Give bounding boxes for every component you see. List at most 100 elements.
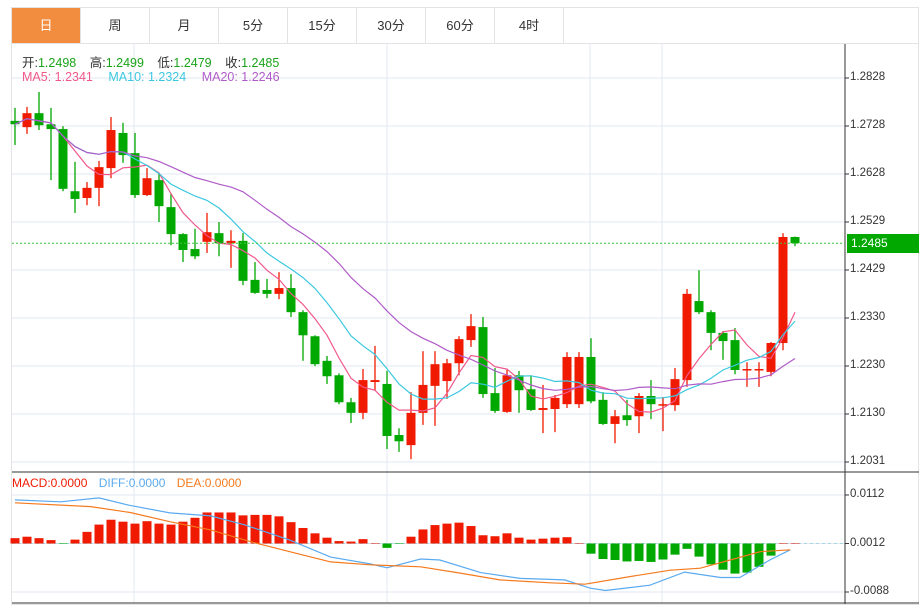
candle-up: [82, 187, 92, 198]
candle-down: [730, 340, 740, 370]
candle-down: [514, 375, 524, 391]
macd-bar: [382, 543, 392, 548]
price-tick-label: 1.2230: [850, 359, 886, 371]
price-tick-label: 1.2330: [850, 311, 886, 323]
candle-down: [718, 332, 728, 342]
price-tick-label: 1.2628: [850, 167, 886, 179]
macd-bar: [346, 541, 356, 544]
macd-bar: [130, 523, 140, 544]
open-value: 1.2498: [37, 56, 77, 70]
price-tick-label: 1.2031: [850, 455, 886, 467]
dea-line: [14, 502, 791, 585]
macd-bar: [670, 543, 680, 555]
macd-bar: [298, 527, 308, 544]
diff-line: [14, 497, 791, 592]
macd-bar: [46, 540, 56, 544]
candle-down: [526, 389, 536, 410]
macd-bar: [274, 516, 284, 544]
tab-5[interactable]: 30分: [357, 8, 426, 43]
macd-bar: [226, 512, 236, 544]
candle-down: [34, 113, 44, 126]
macd-bar: [490, 536, 500, 544]
tab-3[interactable]: 5分: [219, 8, 288, 43]
macd-bar: [370, 543, 380, 544]
candle-up: [94, 167, 104, 188]
close-label: 收:: [225, 56, 242, 70]
macd-bar: [406, 536, 416, 544]
tab-4[interactable]: 15分: [288, 8, 357, 43]
candle-down: [694, 301, 704, 313]
macd-bar: [70, 539, 80, 544]
ma20-value: MA20: 1.2246: [201, 70, 280, 84]
candle-down: [322, 360, 332, 377]
price-tick-label: 1.2728: [850, 119, 886, 131]
low-label: 低:: [157, 56, 174, 70]
ma20-line: [14, 118, 796, 392]
macd-bar: [238, 515, 248, 544]
candle-down: [646, 395, 656, 405]
candle-down: [130, 153, 140, 196]
candle-up: [658, 404, 668, 406]
candle-down: [118, 132, 128, 156]
low-value: 1.2479: [173, 56, 212, 70]
macd-bar: [790, 543, 800, 544]
macd-bar: [166, 524, 176, 544]
macd-bar: [286, 522, 296, 544]
tab-1[interactable]: 周: [81, 8, 150, 43]
candle-down: [346, 402, 356, 413]
candle-down: [262, 289, 272, 294]
macd-tick-label: 0.0112: [850, 488, 885, 500]
candle-up: [358, 380, 368, 413]
macd-bar: [454, 522, 464, 544]
candle-down: [214, 233, 224, 244]
macd-bar: [262, 514, 272, 544]
candle-down: [382, 383, 392, 436]
candle-up: [370, 380, 380, 383]
macd-bar: [694, 543, 704, 557]
macd-bar: [250, 514, 260, 544]
macd-bar: [142, 521, 152, 544]
macd-bar: [526, 539, 536, 544]
candle-up: [226, 240, 236, 244]
close-value: 1.2485: [241, 56, 280, 70]
high-label: 高:: [89, 56, 106, 70]
candle-down: [178, 234, 188, 251]
macd-bar: [766, 543, 776, 556]
macd-bar: [34, 538, 44, 544]
candle-down: [598, 399, 608, 424]
macd-bar: [646, 543, 656, 562]
candle-up: [22, 113, 32, 128]
tab-7[interactable]: 4时: [495, 8, 564, 43]
ma5-line: [14, 118, 796, 413]
tab-6[interactable]: 60分: [426, 8, 495, 43]
macd-bar: [154, 523, 164, 544]
macd-bar: [718, 543, 728, 570]
candle-up: [682, 293, 692, 381]
macd-bar: [22, 536, 32, 544]
macd-bar: [118, 521, 128, 544]
ma5-value: MA5: 1.2341: [22, 70, 93, 84]
macd-bar: [754, 543, 764, 567]
ma-legend: MA5: 1.2341 MA10: 1.2324 MA20: 1.2246: [22, 70, 284, 84]
candle-up: [742, 369, 752, 371]
candle-up: [274, 288, 284, 294]
tab-2[interactable]: 月: [150, 8, 219, 43]
ma10-value: MA10: 1.2324: [108, 70, 187, 84]
chart-frame: [11, 7, 919, 605]
candle-down: [238, 240, 248, 281]
macd-bar: [466, 526, 476, 544]
candle-up: [106, 130, 116, 169]
macd-bar: [586, 543, 596, 554]
ohlc-legend: 开:1.2498 高:1.2499 低:1.2479 收:1.2485: [22, 52, 283, 71]
tab-0[interactable]: 日: [12, 8, 81, 43]
candle-down: [166, 207, 176, 235]
candle-down: [490, 393, 500, 411]
macd-bar: [106, 519, 116, 544]
candle-down: [190, 249, 200, 257]
macd-bar: [514, 537, 524, 544]
candle-up: [754, 369, 764, 371]
macd-bar: [178, 521, 188, 544]
macd-bar: [442, 523, 452, 544]
candle-up: [778, 236, 788, 343]
